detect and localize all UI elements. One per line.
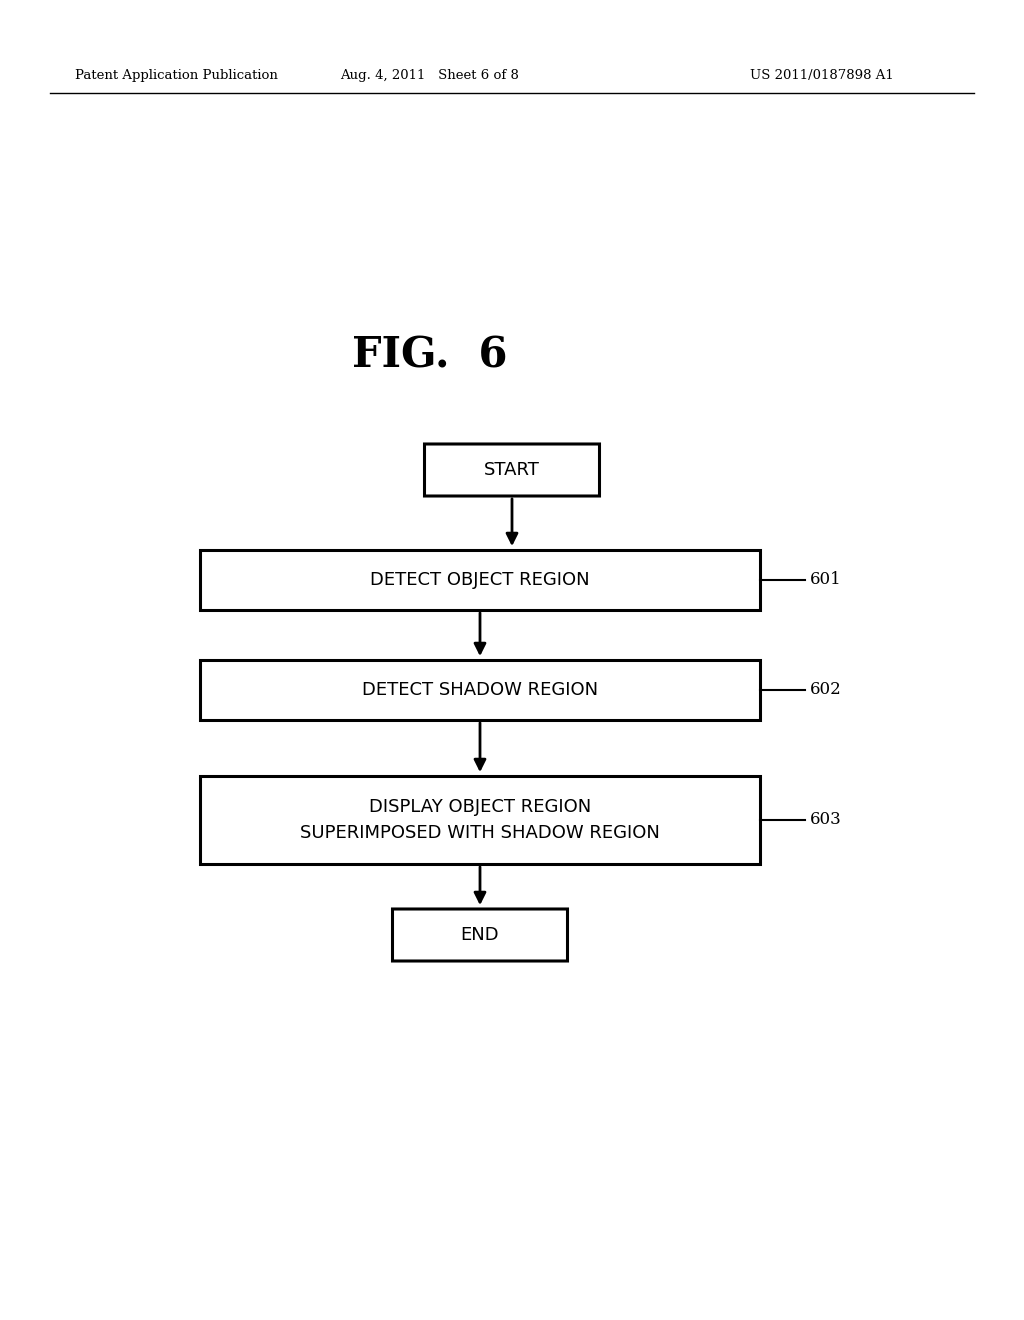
Text: DETECT SHADOW REGION: DETECT SHADOW REGION	[361, 681, 598, 700]
Text: DISPLAY OBJECT REGION
SUPERIMPOSED WITH SHADOW REGION: DISPLAY OBJECT REGION SUPERIMPOSED WITH …	[300, 797, 659, 842]
FancyBboxPatch shape	[392, 909, 567, 961]
Text: FIG.  6: FIG. 6	[352, 334, 508, 376]
Text: START: START	[484, 461, 540, 479]
Text: US 2011/0187898 A1: US 2011/0187898 A1	[750, 69, 894, 82]
Text: END: END	[461, 927, 500, 944]
Bar	[200, 660, 760, 719]
Text: Aug. 4, 2011   Sheet 6 of 8: Aug. 4, 2011 Sheet 6 of 8	[341, 69, 519, 82]
Bar	[200, 776, 760, 865]
Bar	[200, 550, 760, 610]
Text: 603: 603	[810, 812, 842, 829]
Text: 601: 601	[810, 572, 842, 589]
FancyBboxPatch shape	[425, 444, 599, 496]
Text: 602: 602	[810, 681, 842, 698]
Text: Patent Application Publication: Patent Application Publication	[75, 69, 278, 82]
Text: DETECT OBJECT REGION: DETECT OBJECT REGION	[371, 572, 590, 589]
